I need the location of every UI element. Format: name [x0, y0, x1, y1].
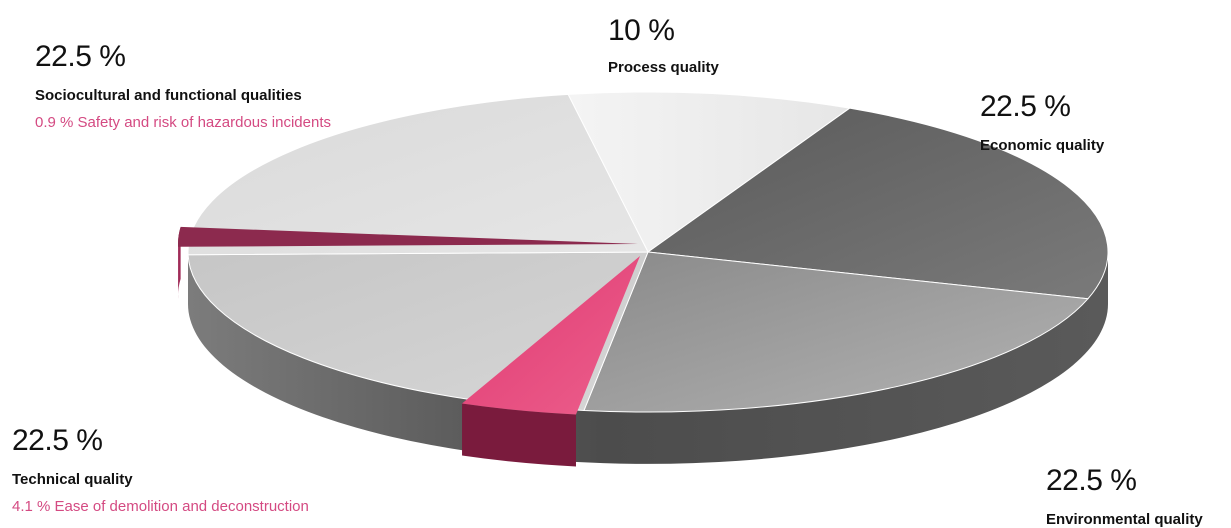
label-economic: 22.5 % Economic quality — [980, 90, 1105, 154]
sociocultural-percent: 22.5 % — [35, 40, 126, 73]
safety-subitem: 0.9 % Safety and risk of hazardous incid… — [35, 114, 332, 131]
slice-economic — [646, 107, 1109, 300]
label-process: 10 % Process quality — [608, 14, 719, 76]
technical-name: Technical quality — [12, 471, 133, 488]
pie-side-wall — [188, 252, 1108, 464]
slice-sociocultural — [187, 93, 649, 256]
wedge-demolition — [462, 256, 640, 415]
wedge-safety — [178, 226, 638, 247]
slice-process — [567, 91, 851, 253]
label-sociocultural: 22.5 % Sociocultural and functional qual… — [35, 40, 332, 131]
sociocultural-name: Sociocultural and functional qualities — [35, 87, 302, 104]
environmental-name: Environmental quality — [1046, 511, 1203, 528]
process-name: Process quality — [608, 59, 719, 76]
technical-percent: 22.5 % — [12, 424, 103, 457]
process-percent: 10 % — [608, 14, 675, 47]
economic-name: Economic quality — [980, 137, 1105, 154]
environmental-percent: 22.5 % — [1046, 464, 1137, 497]
label-technical: 22.5 % Technical quality 4.1 % Ease of d… — [12, 424, 309, 515]
label-environmental: 22.5 % Environmental quality — [1046, 464, 1203, 528]
slice-environmental — [583, 251, 1089, 413]
wedge-demolition-side — [462, 403, 576, 467]
demolition-subitem: 4.1 % Ease of demolition and deconstruct… — [12, 498, 309, 515]
economic-percent: 22.5 % — [980, 90, 1071, 123]
